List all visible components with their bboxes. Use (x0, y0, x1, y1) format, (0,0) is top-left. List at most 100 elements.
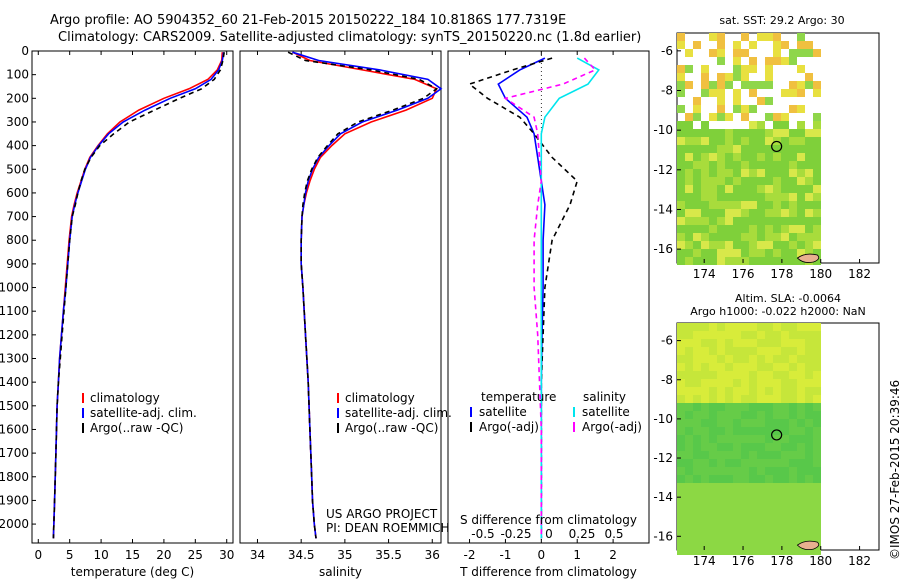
sla-map-cell (701, 379, 709, 387)
sla-map-cell (693, 443, 701, 451)
sla-map-cell (725, 387, 733, 395)
sla-map-cell (693, 435, 701, 443)
sla-map-cell (797, 371, 805, 379)
sst-map-cell (773, 193, 781, 201)
sst-map-cell (797, 153, 805, 161)
sla-map-cell (773, 331, 781, 339)
sla-map-cell (741, 339, 749, 347)
sla-map-cell (701, 419, 709, 427)
sla-map-cell (677, 499, 685, 507)
sst-map-cell (757, 233, 765, 241)
sla-map-cell (773, 507, 781, 515)
sla-map-cell (805, 531, 813, 539)
sst-map-cell (725, 257, 733, 265)
sst-lat-tick-label: -6 (661, 44, 673, 58)
difference-series-salinity-argo-adj- (503, 57, 597, 539)
sla-map-cell (701, 523, 709, 531)
sla-map-cell (693, 515, 701, 523)
sla-map-cell (813, 371, 821, 379)
sst-map-cell (685, 113, 693, 121)
sst-lat-tick-label: -8 (661, 84, 673, 98)
sla-map-cell (797, 507, 805, 515)
sla-map-cell (725, 523, 733, 531)
sla-map-cell (741, 379, 749, 387)
sst-map-cell (749, 129, 757, 137)
sla-lon-tick-label: 178 (770, 554, 793, 568)
sla-map-cell (797, 379, 805, 387)
sst-map-cell (677, 65, 685, 73)
sst-map-cell (765, 217, 773, 225)
sst-map-cell (717, 105, 725, 113)
sla-map-cell (701, 355, 709, 363)
sla-map-cell (749, 355, 757, 363)
sla-map-cell (781, 459, 789, 467)
sla-map-cell (741, 411, 749, 419)
sla-map-cell (701, 507, 709, 515)
sst-map-cell (749, 105, 757, 113)
sla-map-cell (757, 427, 765, 435)
sst-map-cell (789, 105, 797, 113)
salinity-series-climatology (292, 51, 438, 539)
sla-map-cell (813, 387, 821, 395)
sla-map-cell (685, 379, 693, 387)
sla-map-cell (741, 539, 749, 547)
sla-map-cell (757, 355, 765, 363)
sla-map-cell (789, 459, 797, 467)
sla-map-cell (733, 531, 741, 539)
sla-lat-tick-label: -8 (661, 373, 673, 387)
salinity-legend-label: Argo(..raw -QC) (345, 421, 438, 435)
sst-map-cell (677, 41, 685, 49)
sla-map-cell (765, 491, 773, 499)
sst-map-cell (677, 169, 685, 177)
sla-map-cell (733, 331, 741, 339)
sst-map-cell (797, 105, 805, 113)
sst-map-cell (773, 33, 781, 41)
sst-map-cell (757, 153, 765, 161)
sla-map-cell (813, 339, 821, 347)
sla-float-marker (771, 429, 783, 441)
sla-map-cell (741, 459, 749, 467)
sla-map-cell (741, 547, 749, 555)
sla-map-cell (709, 499, 717, 507)
sla-map-cell (733, 499, 741, 507)
sst-map-cell (709, 33, 717, 41)
sst-map-cell (693, 177, 701, 185)
sla-lat-tick-label: -16 (653, 529, 673, 543)
sst-map-cell (757, 193, 765, 201)
sst-map-cell (789, 185, 797, 193)
sla-map-cell (781, 387, 789, 395)
sla-map-cell (701, 539, 709, 547)
sla-map-cell (805, 515, 813, 523)
sla-map-cell (765, 387, 773, 395)
sst-map-cell (685, 129, 693, 137)
sst-map-cell (701, 145, 709, 153)
sla-map-cell (749, 491, 757, 499)
sla-map-cell (677, 451, 685, 459)
sst-map-cell (717, 233, 725, 241)
sla-map-cell (813, 419, 821, 427)
depth-tick-label: 1600 (0, 422, 29, 436)
sst-map-cell (749, 193, 757, 201)
sla-map-cell (781, 355, 789, 363)
sla-map-cell (765, 515, 773, 523)
sla-map-cell (709, 323, 717, 331)
sst-lat-tick-label: -12 (653, 163, 673, 177)
sla-map-cell (677, 331, 685, 339)
sla-map-cell (789, 491, 797, 499)
sst-map-cell (765, 81, 773, 89)
sla-map-cell (709, 483, 717, 491)
sla-map-cell (733, 475, 741, 483)
sst-map-cell (725, 169, 733, 177)
sst-map-cell (709, 225, 717, 233)
temperature-xtick-label: 10 (93, 548, 108, 562)
difference-xtick-label: 1 (573, 548, 581, 562)
sla-map-cell (765, 403, 773, 411)
sst-map-cell (765, 177, 773, 185)
sla-map-cell (677, 491, 685, 499)
sla-map-cell (749, 547, 757, 555)
sla-map-cell (781, 427, 789, 435)
salinity-difference-tick-label: 0.25 (569, 527, 596, 541)
sla-map-cell (717, 443, 725, 451)
sst-map-cell (781, 233, 789, 241)
sst-map-cell (805, 145, 813, 153)
